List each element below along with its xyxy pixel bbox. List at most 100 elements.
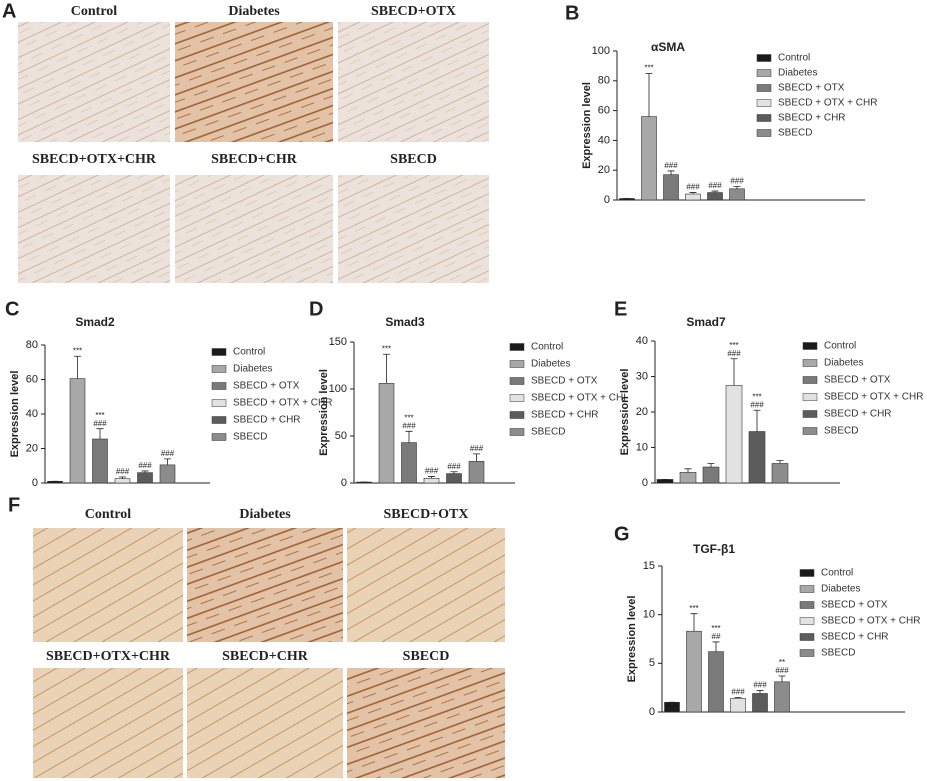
image-label: Diabetes — [239, 507, 291, 522]
significance-label: *** — [382, 344, 391, 353]
bar — [92, 438, 108, 484]
chart-title: TGF-β1 — [693, 542, 735, 556]
legend-label: SBECD + CHR — [778, 113, 846, 124]
significance-label: ### — [731, 688, 745, 697]
significance-label: *** — [752, 392, 761, 401]
legend-label: Diabetes — [233, 364, 272, 375]
legend-swatch — [802, 376, 818, 384]
error-bar — [383, 353, 390, 384]
y-tick-label: 10 — [643, 609, 655, 621]
bar — [752, 693, 768, 713]
y-tick-label: 30 — [636, 370, 648, 382]
panel-letter: D — [309, 298, 323, 320]
y-axis-label: Expression level — [626, 596, 638, 683]
bar — [664, 701, 680, 713]
chart-title: Smad2 — [75, 315, 115, 329]
micrograph — [33, 668, 183, 778]
error-bar — [645, 72, 653, 117]
error-bar — [734, 697, 742, 699]
bar — [707, 192, 723, 201]
error-bar — [730, 358, 738, 386]
panel-letter: G — [614, 523, 630, 545]
legend-swatch — [799, 633, 815, 641]
legend-label: Control — [821, 568, 853, 579]
error-bar — [473, 453, 480, 462]
legend-label: SBECD + OTX — [821, 600, 888, 611]
significance-label: ### — [425, 467, 439, 476]
y-tick-label: 20 — [26, 442, 38, 454]
legend-swatch — [799, 617, 815, 625]
bar — [159, 464, 176, 484]
y-tick-label: 40 — [26, 408, 38, 420]
significance-label: ** — [779, 658, 785, 667]
panel-letter: E — [614, 298, 627, 320]
significance-label: *** — [644, 63, 653, 72]
bar — [656, 479, 674, 484]
legend-label: SBECD + OTX — [233, 381, 300, 392]
legend-swatch — [509, 394, 525, 402]
legend-swatch — [509, 377, 525, 385]
legend-label: SBECD + OTX + CHR — [821, 616, 920, 627]
y-tick-label: 0 — [604, 194, 610, 206]
micrograph — [175, 175, 333, 283]
panel-letter: F — [8, 494, 20, 516]
legend-swatch — [211, 433, 227, 441]
legend-label: SBECD + OTX — [778, 83, 845, 94]
legend-label: SBECD — [233, 432, 267, 443]
significance-label: ### — [750, 400, 764, 409]
y-tick-label: 150 — [329, 336, 347, 348]
chart-title: αSMA — [651, 40, 685, 54]
y-tick-label: 50 — [335, 430, 347, 442]
y-axis-label: Expression level — [9, 371, 21, 458]
legend-label: SBECD + OTX + CHR — [824, 392, 923, 403]
legend-swatch — [802, 359, 818, 367]
legend-label: SBECD — [821, 648, 855, 659]
bar — [708, 651, 724, 713]
bar — [729, 188, 745, 201]
error-bar — [753, 409, 761, 432]
legend-swatch — [799, 649, 815, 657]
micrograph — [347, 668, 505, 778]
legend-label: SBECD — [531, 427, 565, 438]
error-bar — [450, 471, 458, 474]
legend-label: SBECD + CHR — [233, 415, 301, 426]
legend-swatch — [756, 99, 772, 107]
legend-label: Control — [824, 341, 856, 352]
bar — [663, 174, 679, 201]
significance-label: ### — [730, 177, 744, 186]
bar — [730, 698, 746, 713]
significance-label: ### — [686, 183, 700, 192]
error-bar — [778, 675, 786, 682]
bar — [774, 681, 790, 713]
legend-label: SBECD + OTX + CHR — [233, 398, 332, 409]
bar — [423, 477, 440, 484]
y-tick-label: 100 — [592, 45, 610, 57]
significance-label: ### — [470, 444, 484, 453]
micrograph — [338, 22, 489, 142]
legend-swatch — [756, 129, 772, 137]
legend-swatch — [211, 365, 227, 373]
micrograph — [338, 175, 489, 283]
y-tick-label: 0 — [642, 477, 648, 489]
y-tick-label: 5 — [649, 657, 655, 669]
significance-label: *** — [95, 411, 104, 420]
legend-label: SBECD + OTX + CHR — [778, 98, 877, 109]
image-label: Diabetes — [228, 4, 280, 19]
micrograph — [347, 528, 505, 642]
y-tick-label: 40 — [636, 335, 648, 347]
bar — [771, 463, 789, 484]
legend-label: SBECD + OTX — [824, 375, 891, 386]
legend-label: Control — [233, 347, 265, 358]
bar — [685, 193, 701, 201]
panel-letter: B — [565, 2, 579, 24]
error-bar — [689, 192, 697, 195]
y-tick-label: 20 — [636, 406, 648, 418]
y-tick-label: 80 — [26, 339, 38, 351]
significance-label: *** — [729, 341, 738, 350]
error-bar — [164, 458, 171, 465]
significance-label: ### — [664, 161, 678, 170]
significance-label: ### — [753, 681, 767, 690]
legend-label: SBECD + CHR — [531, 410, 599, 421]
micrograph — [175, 22, 333, 142]
image-label: SBECD+OTX — [384, 507, 469, 522]
